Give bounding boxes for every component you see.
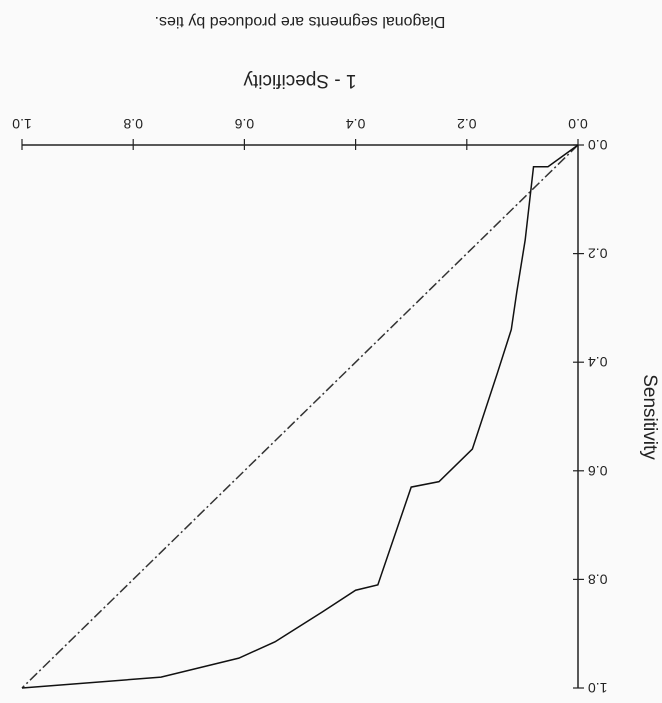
y-axis-label: Sensitivity xyxy=(639,374,660,460)
x-axis-label: 1 - Specificity xyxy=(243,70,356,91)
note: Diagonal segments are produced by ties. xyxy=(155,13,446,30)
x-tick-label: 0.6 xyxy=(234,116,254,132)
y-tick-label: 0.6 xyxy=(588,463,608,479)
x-tick-label: 0.0 xyxy=(568,116,588,132)
y-tick-label: 0.4 xyxy=(588,354,608,370)
x-tick-label: 0.8 xyxy=(123,116,143,132)
y-tick-label: 0.2 xyxy=(588,246,608,262)
x-tick-label: 0.2 xyxy=(457,116,477,132)
x-tick-label: 1.0 xyxy=(12,116,32,132)
y-tick-label: 1.0 xyxy=(588,680,608,696)
background xyxy=(0,0,662,703)
chart: 1 - Specificity Sensitivity Diagonal seg… xyxy=(0,0,662,703)
y-tick-label: 0.8 xyxy=(588,571,608,587)
x-tick-label: 0.4 xyxy=(346,116,366,132)
y-tick-label: 0.0 xyxy=(588,137,608,153)
